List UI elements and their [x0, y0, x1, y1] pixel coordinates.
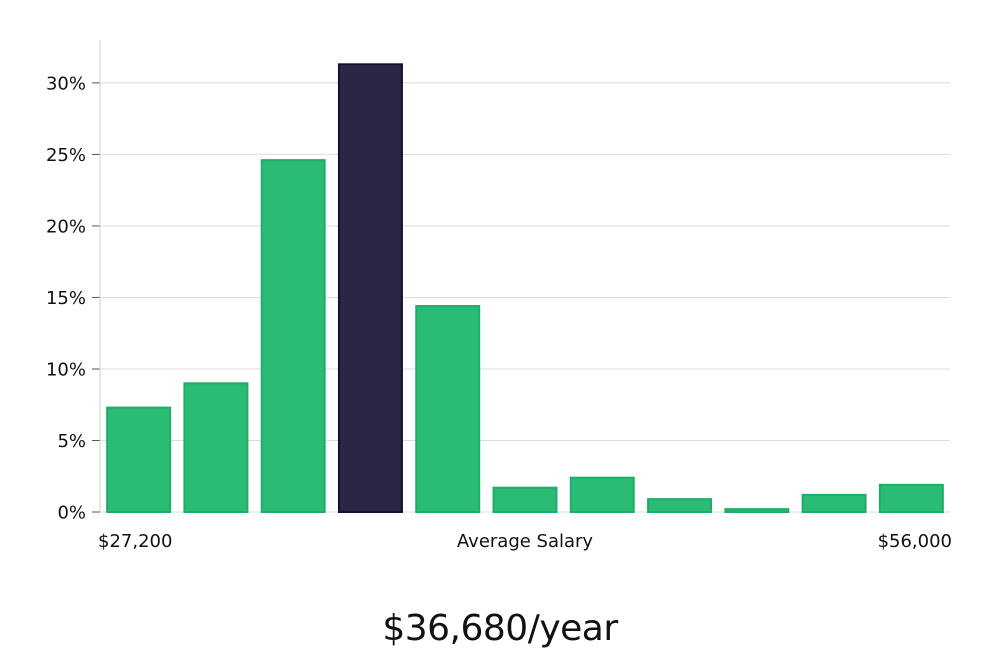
y-tick-label: 20% [46, 216, 86, 237]
x-min-label: $27,200 [98, 531, 172, 552]
y-tick-label: 5% [57, 431, 86, 452]
salary-histogram: 0% 5% 10% 15% 20% 25% 30% $27,200 Average Sala… [46, 40, 952, 552]
y-tick-label: 15% [46, 288, 86, 309]
bar [260, 159, 326, 514]
bar [415, 305, 481, 514]
bar [801, 493, 867, 514]
y-tick-label: 30% [46, 73, 86, 94]
y-axis-ticks: 0% 5% 10% 15% 20% 25% 30% [46, 73, 100, 524]
bar-highlighted [337, 63, 403, 513]
bar [724, 508, 790, 514]
bars [106, 63, 944, 514]
bar [106, 406, 172, 514]
bar [878, 483, 944, 514]
bar [569, 476, 635, 514]
bar [492, 486, 558, 513]
x-max-label: $56,000 [878, 531, 952, 552]
bar [183, 382, 249, 514]
average-salary-value: $36,680/year [382, 608, 618, 649]
y-tick-label: 10% [46, 359, 86, 380]
y-tick-label: 25% [46, 145, 86, 166]
x-axis-title: Average Salary [457, 531, 594, 552]
bar [647, 498, 713, 513]
y-tick-label: 0% [57, 503, 86, 524]
